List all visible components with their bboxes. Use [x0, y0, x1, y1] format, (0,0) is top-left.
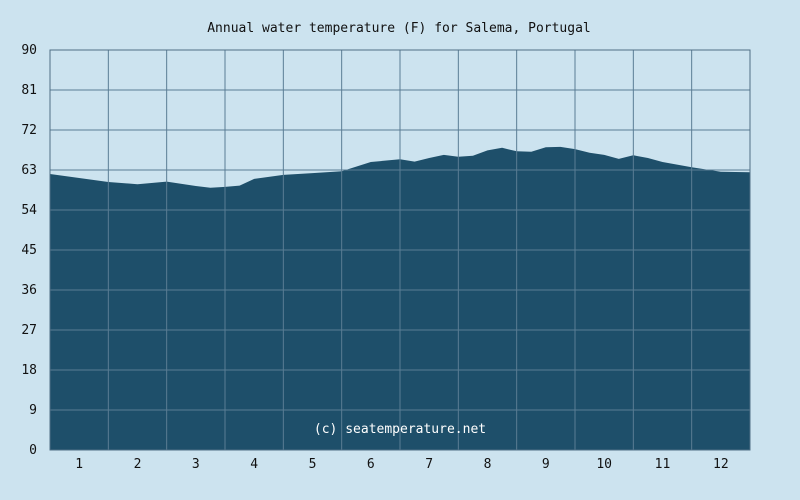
y-tick-label: 27: [21, 323, 37, 338]
x-tick-label: 9: [542, 457, 550, 472]
y-tick-label: 9: [29, 403, 37, 418]
y-tick-label: 63: [21, 163, 37, 178]
y-tick-label: 81: [21, 83, 37, 98]
chart-title: Annual water temperature (F) for Salema,…: [207, 21, 591, 36]
x-tick-label: 8: [484, 457, 492, 472]
x-tick-label: 12: [713, 457, 729, 472]
x-tick-label: 11: [655, 457, 671, 472]
x-tick-label: 10: [596, 457, 612, 472]
y-tick-label: 36: [21, 283, 37, 298]
x-tick-label: 1: [75, 457, 83, 472]
y-tick-label: 54: [21, 203, 37, 218]
x-tick-label: 3: [192, 457, 200, 472]
y-tick-label: 72: [21, 123, 37, 138]
y-tick-label: 0: [29, 443, 37, 458]
y-tick-label: 18: [21, 363, 37, 378]
x-tick-label: 7: [425, 457, 433, 472]
y-axis-labels: 0 9 18 27 36 45 54 63 72 81 90: [21, 43, 37, 458]
y-tick-label: 45: [21, 243, 37, 258]
plot-frame: [49, 49, 751, 451]
x-tick-label: 6: [367, 457, 375, 472]
watermark: (c) seatemperature.net: [314, 422, 486, 437]
x-tick-label: 5: [309, 457, 317, 472]
y-tick-label: 90: [21, 43, 37, 58]
x-tick-label: 4: [250, 457, 258, 472]
x-tick-label: 2: [134, 457, 142, 472]
x-axis-labels: 1 2 3 4 5 6 7 8 9 10 11 12: [75, 457, 728, 472]
